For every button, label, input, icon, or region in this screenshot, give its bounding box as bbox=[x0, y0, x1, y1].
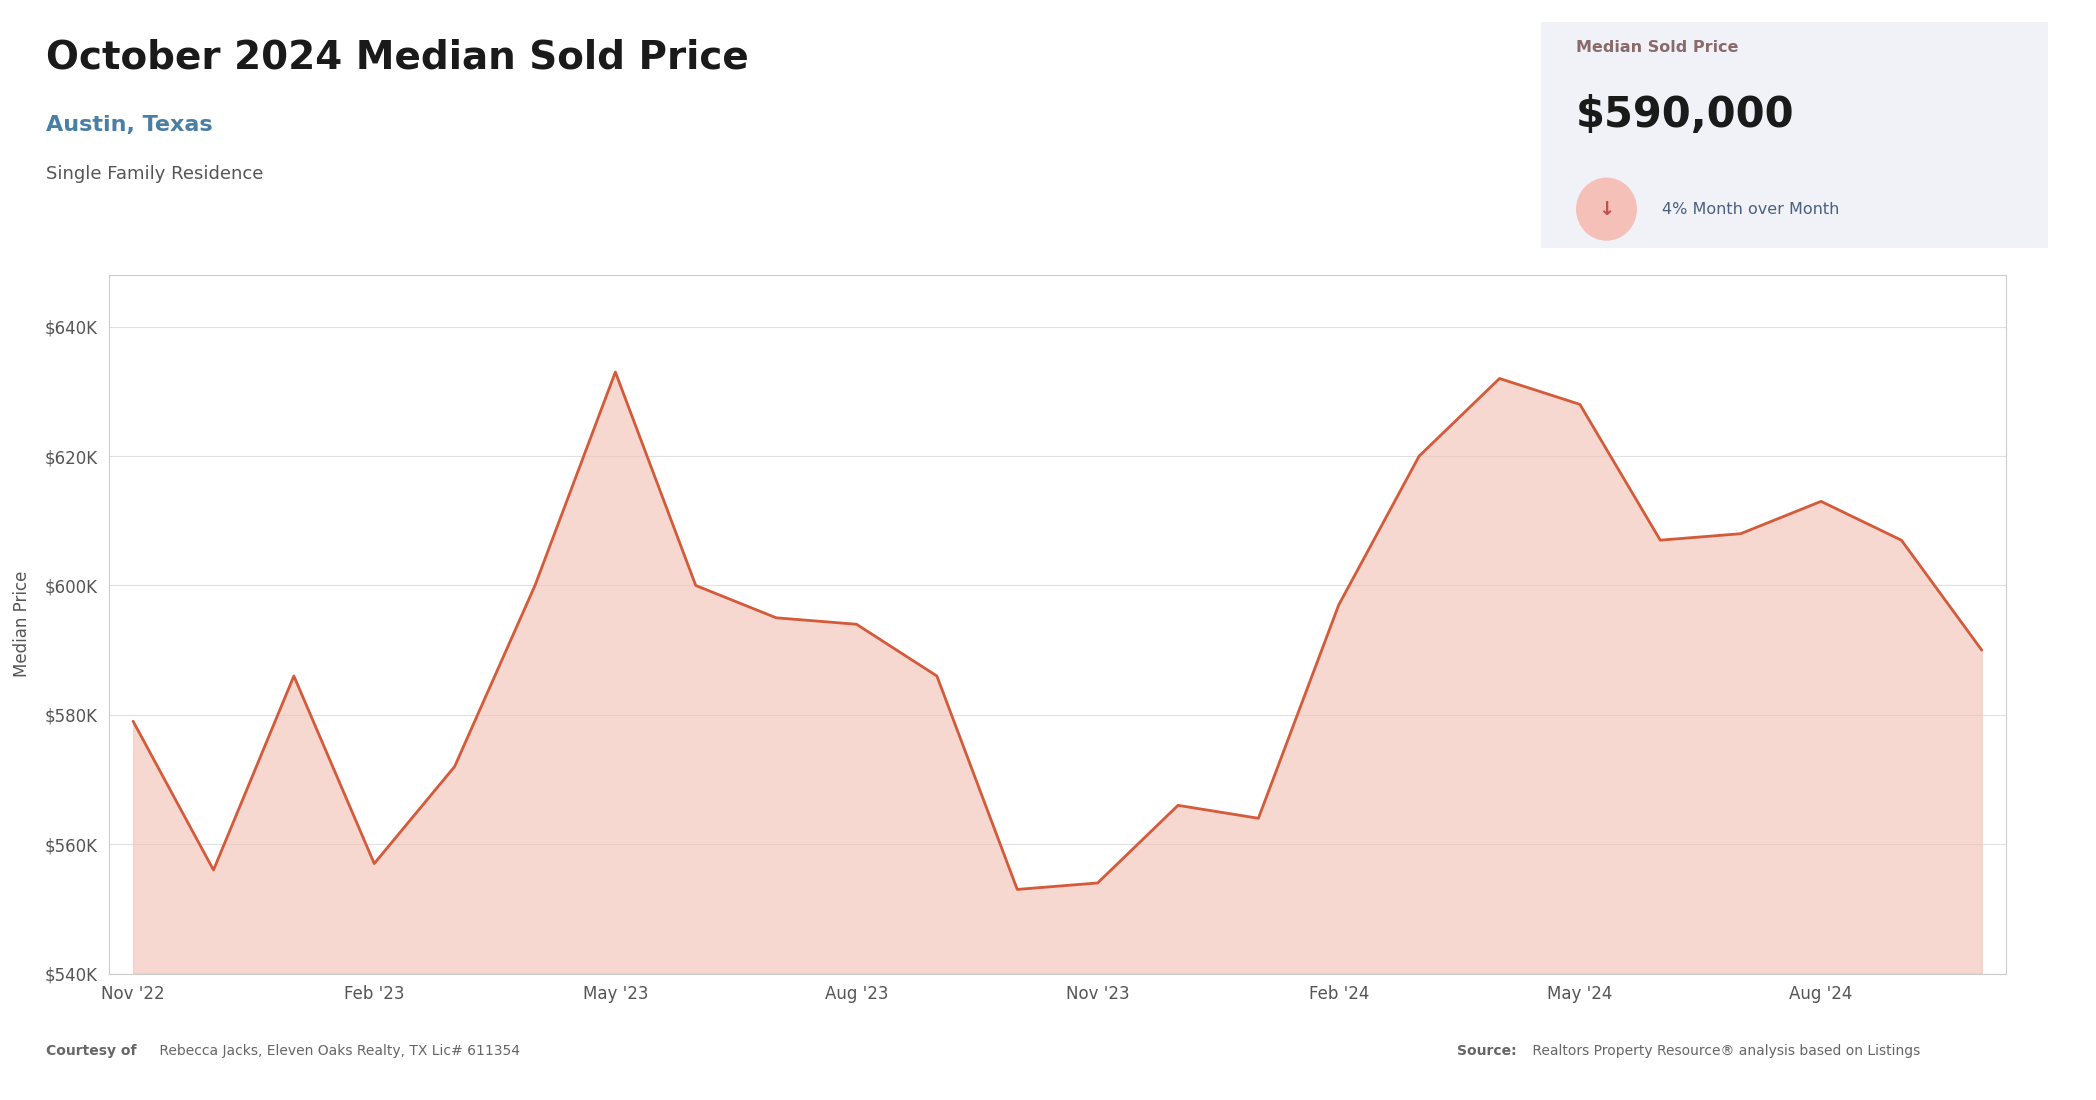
Text: 4% Month over Month: 4% Month over Month bbox=[1662, 201, 1840, 217]
Ellipse shape bbox=[1576, 177, 1637, 241]
Text: ↓: ↓ bbox=[1599, 200, 1614, 219]
Text: October 2024 Median Sold Price: October 2024 Median Sold Price bbox=[46, 39, 748, 77]
Y-axis label: Median Price: Median Price bbox=[13, 571, 31, 678]
Text: Rebecca Jacks, Eleven Oaks Realty, TX Lic# 611354: Rebecca Jacks, Eleven Oaks Realty, TX Li… bbox=[155, 1044, 520, 1058]
Text: $590,000: $590,000 bbox=[1576, 95, 1794, 136]
Text: Austin, Texas: Austin, Texas bbox=[46, 116, 212, 135]
Text: Single Family Residence: Single Family Residence bbox=[46, 165, 264, 183]
Text: Median Sold Price: Median Sold Price bbox=[1576, 40, 1738, 55]
Text: Source:: Source: bbox=[1457, 1044, 1515, 1058]
Text: Realtors Property Resource® analysis based on Listings: Realtors Property Resource® analysis bas… bbox=[1528, 1044, 1920, 1058]
Text: Courtesy of: Courtesy of bbox=[46, 1044, 136, 1058]
